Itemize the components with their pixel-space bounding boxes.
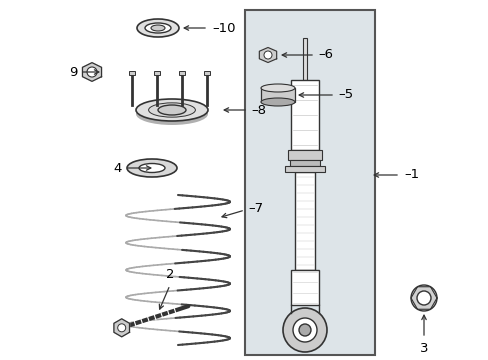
Bar — [294, 172, 314, 270]
Ellipse shape — [151, 25, 164, 31]
Circle shape — [283, 308, 326, 352]
Bar — [154, 71, 160, 75]
Bar — [261, 88, 294, 102]
Text: 9: 9 — [69, 66, 78, 78]
Bar — [287, 150, 321, 160]
Polygon shape — [82, 63, 102, 81]
Text: 4: 4 — [113, 162, 122, 175]
Circle shape — [292, 318, 316, 342]
Circle shape — [264, 51, 271, 59]
Bar — [244, 10, 374, 355]
Ellipse shape — [261, 84, 294, 92]
Ellipse shape — [148, 103, 195, 117]
Ellipse shape — [158, 105, 185, 115]
Bar — [129, 71, 135, 75]
Ellipse shape — [261, 98, 294, 106]
Bar — [290, 270, 318, 305]
Bar — [303, 38, 306, 80]
Bar — [289, 160, 319, 166]
Circle shape — [410, 285, 436, 311]
Circle shape — [87, 67, 97, 77]
Bar — [179, 71, 184, 75]
Ellipse shape — [145, 23, 171, 33]
Text: 3: 3 — [419, 342, 427, 355]
Text: –7: –7 — [247, 202, 263, 215]
Ellipse shape — [139, 163, 164, 172]
Circle shape — [416, 291, 430, 305]
Text: 2: 2 — [165, 268, 174, 281]
Ellipse shape — [137, 19, 179, 37]
Circle shape — [118, 324, 125, 332]
Text: –6: –6 — [317, 49, 332, 62]
Bar — [203, 71, 209, 75]
Bar — [285, 166, 325, 172]
Text: –5: –5 — [337, 89, 352, 102]
Polygon shape — [114, 319, 129, 337]
Bar — [290, 80, 318, 150]
Ellipse shape — [136, 99, 207, 121]
Text: –1: –1 — [403, 168, 418, 181]
Text: –8: –8 — [250, 104, 265, 117]
Polygon shape — [259, 48, 276, 63]
Ellipse shape — [136, 103, 207, 125]
Text: –10: –10 — [212, 22, 235, 35]
Ellipse shape — [127, 159, 177, 177]
Circle shape — [298, 324, 310, 336]
